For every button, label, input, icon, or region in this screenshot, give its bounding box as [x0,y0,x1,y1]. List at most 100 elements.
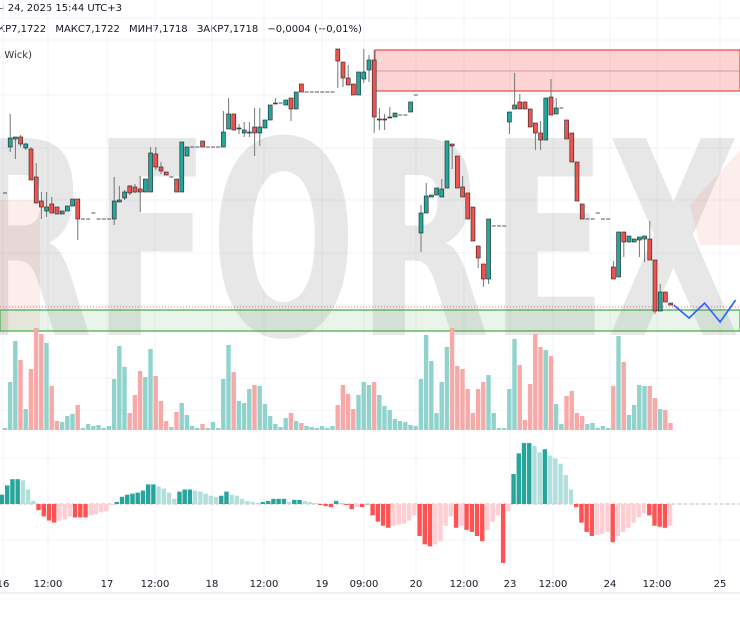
macd-bar [547,455,553,504]
macd-bar [417,504,422,537]
volume-bar [174,411,179,430]
volume-bar [371,381,377,430]
macd-bar [422,504,428,545]
candle-down [174,178,179,193]
time-axis-label: 12:00 [539,579,568,590]
candle-up [236,127,242,130]
macd-bar [119,496,125,504]
macd-bar [652,504,657,526]
macd-bar [281,498,287,504]
volume-bar [158,400,164,430]
volume-bar [189,425,195,430]
volume-bar [54,420,60,430]
macd-bar [328,504,334,508]
macd-bar [239,498,245,504]
candle-up [356,71,361,96]
macd-bar [0,494,5,504]
volume-bar [340,384,346,430]
candle-down [335,48,341,62]
macd-bar [641,504,647,514]
volume-bar [574,412,580,430]
macd-bar [568,489,574,504]
macd-bar [83,504,88,518]
candle-up [543,97,549,141]
volume-bar [309,426,314,430]
macd-bar [589,504,595,537]
candle-up [13,136,18,140]
projection-line [673,299,737,324]
volume-bar [226,344,231,430]
macd-bar [41,504,46,517]
time-axis[interactable]: 16 12:00 17 12:00 18 12:00 19 09:00 20 12:00 23 12:… [0,579,726,590]
candle-up [408,101,413,113]
macd-bar [130,493,135,504]
macd-bar [297,499,302,504]
candle-down [574,161,580,202]
macd-bar [93,504,99,515]
candle-up [59,210,65,215]
macd-bar [605,504,610,532]
macd-bar [104,504,109,512]
volume-bar [49,385,54,430]
datetime-text: н 24, 2025 15:44 UTC+3 [0,3,122,14]
candle-down [231,113,237,131]
volume-bar [106,425,112,430]
time-axis-label: 12:00 [450,579,479,590]
candle-down [668,302,673,306]
candle-down [475,245,481,259]
volume-bar [325,427,330,430]
macd-bar [579,504,584,523]
macd-bar [443,504,448,526]
macd-histogram [0,443,740,563]
volume-bar [247,388,252,430]
candle-up [429,194,434,198]
volume-bar [392,418,398,430]
macd-bar [537,452,542,504]
candle-down [460,186,465,198]
macd-bar [464,504,469,530]
volume-bar [85,423,91,430]
macd-bar [260,501,266,504]
candle-up [143,178,148,193]
candle-up [184,146,190,157]
volume-bar [288,412,294,430]
volume-bar [637,384,642,430]
macd-bar [626,504,631,528]
volume-bar [366,384,372,430]
volume-bar [548,355,554,430]
volume-bar [585,423,590,430]
macd-bar [553,458,558,504]
macd-bar [532,446,537,504]
indicator-legend[interactable]: , Wick) [0,50,38,61]
macd-bar [145,484,151,504]
volume-bar [361,381,366,430]
macd-bar [255,502,260,504]
ohlc-close: ЗАКР7,1718 [196,24,259,35]
candle-down [569,132,575,163]
macd-bar [182,489,187,504]
macd-bar [57,504,62,521]
macd-bar [25,489,31,504]
candle-down [647,238,653,261]
macd-bar [229,494,234,504]
candle-down [345,77,351,86]
volume-bar [184,414,190,430]
time-axis-label: 12:00 [643,579,672,590]
macd-bar [36,504,41,511]
time-axis-label: 17 [101,579,114,590]
candle-down [548,96,554,116]
candle-up [361,71,367,80]
macd-bar [527,443,532,504]
candle-down [288,97,294,110]
candle-up [117,199,122,203]
volume-bar [163,420,169,430]
candle-down [39,200,44,208]
macd-bar [433,504,438,545]
macd-bar [302,500,307,504]
candle-down [158,166,164,172]
time-axis-label: 19 [316,579,329,590]
volume-bar [569,390,574,430]
macd-bar [245,500,250,504]
volume-bar [200,423,205,430]
